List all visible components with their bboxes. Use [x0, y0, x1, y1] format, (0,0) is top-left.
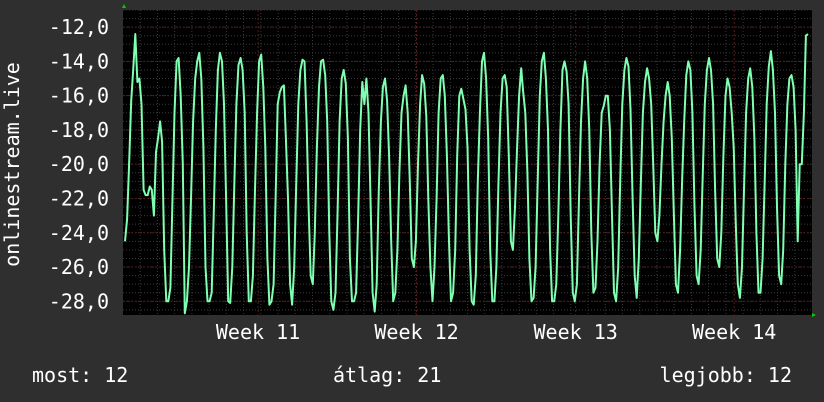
x-axis-arrow-icon: [812, 313, 816, 317]
y-tick-label: -26,0: [49, 255, 109, 279]
x-tick-label: Week 14: [692, 320, 776, 344]
x-tick-label: Week 13: [534, 320, 618, 344]
stat-average-label: átlag:: [333, 363, 406, 387]
stat-best-label: legjobb:: [659, 363, 756, 387]
y-tick-label: -24,0: [49, 221, 109, 245]
y-tick-label: -28,0: [49, 289, 109, 313]
y-tick-label: -12,0: [49, 15, 109, 39]
series-line: [124, 33, 809, 315]
x-axis-ticks: Week 11 Week 12 Week 13 Week 14: [216, 320, 776, 344]
stat-current-value: 12: [104, 363, 129, 387]
y-tick-label: -14,0: [49, 49, 109, 73]
stat-average-value: 21: [417, 363, 442, 387]
y-axis-arrow-icon: [122, 4, 126, 8]
chart: -12,0 -14,0 -16,0 -18,0 -20,0 -22,0 -24,0 -26,0…: [0, 4, 816, 344]
y-axis-label: onlinestream.live: [0, 62, 24, 267]
y-tick-label: -18,0: [49, 118, 109, 142]
y-tick-label: -20,0: [49, 152, 109, 176]
stat-average: átlag: 21: [333, 363, 441, 387]
series-group: [124, 33, 809, 315]
y-tick-label: -16,0: [49, 84, 109, 108]
stat-current-label: most:: [32, 363, 93, 387]
stat-current: most: 12: [32, 363, 128, 387]
y-tick-label: -22,0: [49, 186, 109, 210]
x-tick-label: Week 11: [216, 320, 300, 344]
stat-best-value: 12: [767, 363, 792, 387]
x-tick-label: Week 12: [374, 320, 458, 344]
y-axis-ticks: -12,0 -14,0 -16,0 -18,0 -20,0 -22,0 -24,0 -26,0…: [49, 15, 109, 313]
stat-best: legjobb: 12: [660, 363, 792, 387]
